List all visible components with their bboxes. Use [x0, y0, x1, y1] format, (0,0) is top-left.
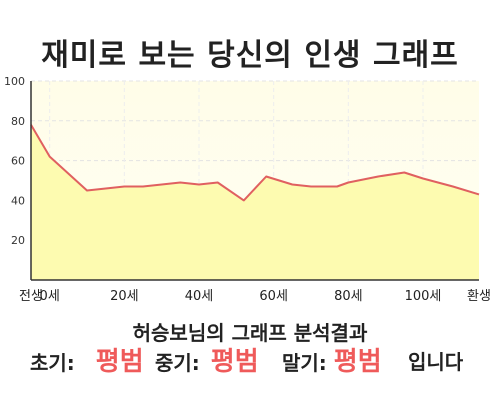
early-value: 평범 [95, 347, 144, 377]
x-tick-label: 60세 [259, 289, 288, 304]
page-title: 재미로 보는 당신의 인생 그래프 [41, 38, 459, 73]
analysis-result-heading: 허승보님의 그래프 분석결과 [132, 321, 368, 345]
late-value: 평범 [333, 347, 382, 377]
x-tick-label: 전생 [19, 289, 43, 304]
ending-text: 입니다 [408, 350, 464, 374]
y-tick-label: 20 [11, 234, 25, 247]
series-area [31, 124, 479, 280]
y-tick-label: 60 [11, 155, 25, 168]
x-tick-label: 80세 [334, 289, 363, 304]
middle-result: 중기: 평범 [155, 342, 259, 382]
x-tick-label: 0세 [40, 289, 60, 304]
x-tick-label: 20세 [110, 289, 139, 304]
y-tick-label: 80 [11, 115, 25, 128]
early-label: 초기: [30, 351, 75, 375]
x-tick-label: 100세 [405, 289, 442, 304]
x-tick-label: 40세 [185, 289, 214, 304]
result-ending: 입니다 [408, 342, 463, 382]
late-result: 말기: 평범 [282, 342, 382, 382]
y-tick-label: 40 [11, 194, 25, 207]
series-line [30, 124, 480, 202]
late-label: 말기: [282, 351, 327, 375]
early-result: 초기: 평범 [30, 342, 144, 382]
y-tick-label: 100 [4, 75, 25, 88]
middle-label: 중기: [155, 351, 200, 375]
x-tick-label: 환생 [467, 289, 491, 304]
middle-value: 평범 [210, 347, 259, 377]
